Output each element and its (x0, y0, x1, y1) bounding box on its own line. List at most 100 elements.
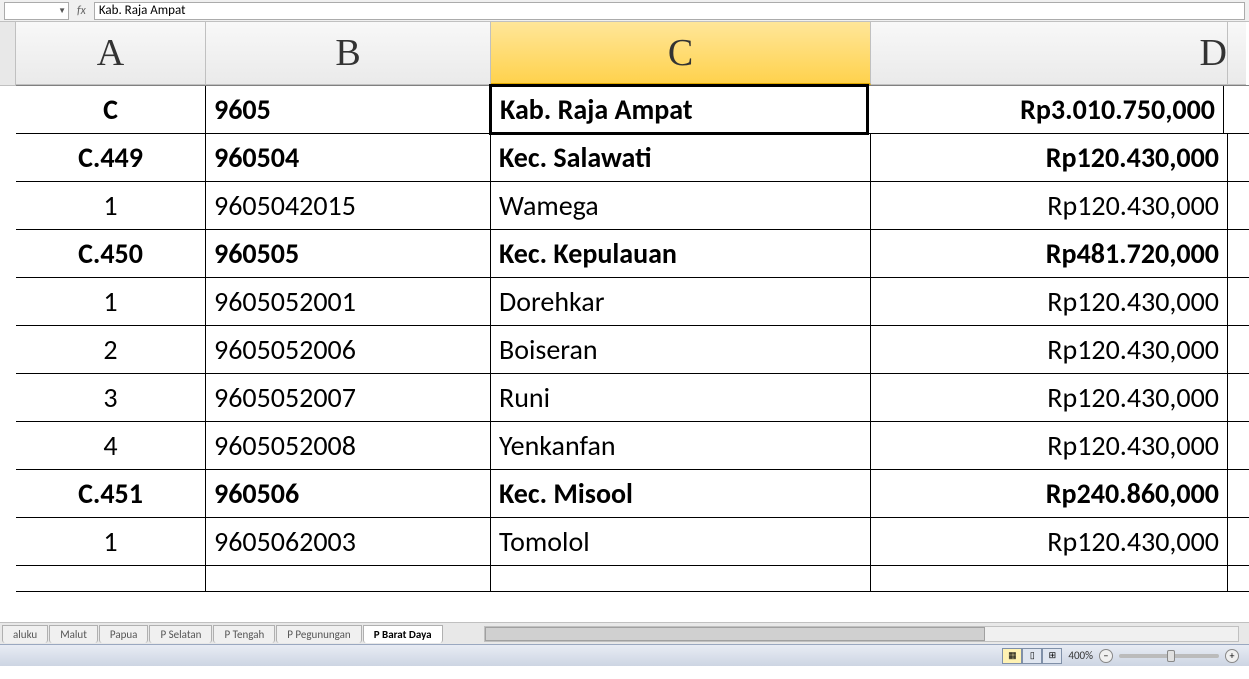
cell-b[interactable]: 9605 (206, 86, 491, 133)
column-header-c[interactable]: C (491, 22, 871, 85)
cell-a[interactable]: 2 (16, 326, 206, 373)
cell-a[interactable]: C.451 (16, 470, 206, 517)
table-row: C.449960504Kec. SalawatiRp120.430,000 (16, 134, 1249, 182)
cell-e[interactable] (1228, 374, 1246, 421)
normal-view-button[interactable]: ▦ (1002, 648, 1022, 664)
cell-e[interactable] (1228, 422, 1246, 469)
cell-e[interactable] (1228, 326, 1246, 373)
name-box-dropdown-icon[interactable]: ▼ (58, 6, 66, 16)
cell-d[interactable]: Rp240.860,000 (871, 470, 1228, 517)
cell-e[interactable] (1228, 518, 1246, 565)
cell-e[interactable] (1228, 566, 1246, 591)
cell-d[interactable]: Rp120.430,000 (871, 134, 1228, 181)
table-row: 19605062003TomololRp120.430,000 (16, 518, 1249, 566)
cell-e[interactable] (1228, 278, 1246, 325)
cell-a[interactable]: 1 (16, 182, 206, 229)
formula-bar: ▼ fx Kab. Raja Ampat (0, 0, 1249, 22)
cell-c[interactable]: Wamega (491, 182, 871, 229)
cell-b[interactable]: 960504 (206, 134, 491, 181)
formula-value: Kab. Raja Ampat (99, 3, 186, 18)
fx-label[interactable]: fx (77, 4, 86, 18)
cell-c[interactable]: Dorehkar (491, 278, 871, 325)
zoom-out-button[interactable]: − (1099, 649, 1113, 663)
table-row: C9605Kab. Raja AmpatRp3.010.750,000 (16, 86, 1249, 134)
page-break-view-button[interactable]: ⊞ (1042, 648, 1062, 664)
column-headers: A B C D (16, 22, 1249, 86)
zoom-slider-thumb[interactable] (1167, 650, 1175, 662)
formula-input[interactable]: Kab. Raja Ampat (94, 2, 1245, 20)
cell-b[interactable]: 9605042015 (206, 182, 491, 229)
cell-d[interactable]: Rp120.430,000 (871, 326, 1228, 373)
column-header-e[interactable] (1228, 22, 1246, 85)
cell-e[interactable] (1228, 470, 1246, 517)
cell-a[interactable]: C.449 (16, 134, 206, 181)
cell-a[interactable]: 3 (16, 374, 206, 421)
cell-e[interactable] (1228, 134, 1246, 181)
cell-b[interactable]: 960505 (206, 230, 491, 277)
cell-c[interactable]: Yenkanfan (491, 422, 871, 469)
spreadsheet-grid[interactable]: A B C D C9605Kab. Raja AmpatRp3.010.750,… (0, 22, 1249, 622)
cell-c[interactable]: Kec. Misool (491, 470, 871, 517)
cell-d[interactable]: Rp120.430,000 (871, 278, 1228, 325)
cell-c[interactable]: Kab. Raja Ampat (489, 84, 869, 135)
cell-b[interactable]: 9605052001 (206, 278, 491, 325)
sheet-tab[interactable]: P Selatan (149, 625, 212, 643)
column-header-a[interactable]: A (16, 22, 206, 85)
sheet-tabs-bar: alukuMalutPapuaP SelatanP TengahP Pegunu… (0, 622, 1249, 644)
table-row: 19605052001DorehkarRp120.430,000 (16, 278, 1249, 326)
table-row: 39605052007RuniRp120.430,000 (16, 374, 1249, 422)
name-box[interactable]: ▼ (4, 2, 69, 20)
cell-c[interactable]: Boiseran (491, 326, 871, 373)
cell-a[interactable]: 1 (16, 278, 206, 325)
cell-c[interactable]: Tomolol (491, 518, 871, 565)
horizontal-scrollbar[interactable] (484, 626, 1239, 642)
page-layout-view-button[interactable]: ▯ (1022, 648, 1042, 664)
cell-b[interactable] (206, 566, 491, 591)
cell-e[interactable] (1228, 182, 1246, 229)
table-row: C.450960505Kec. KepulauanRp481.720,000 (16, 230, 1249, 278)
sheet-tabs-container: alukuMalutPapuaP SelatanP TengahP Pegunu… (2, 625, 444, 643)
zoom-in-button[interactable]: + (1225, 649, 1239, 663)
cell-d[interactable] (871, 566, 1228, 591)
cell-e[interactable] (1224, 86, 1242, 133)
cell-d[interactable]: Rp120.430,000 (871, 182, 1228, 229)
cell-b[interactable]: 960506 (206, 470, 491, 517)
select-all-corner[interactable] (0, 22, 16, 86)
cell-a[interactable]: 4 (16, 422, 206, 469)
zoom-slider[interactable] (1119, 654, 1219, 658)
cell-c[interactable]: Kec. Kepulauan (491, 230, 871, 277)
zoom-level-label[interactable]: 400% (1068, 649, 1093, 662)
view-mode-buttons: ▦ ▯ ⊞ (1002, 648, 1062, 664)
sheet-tab[interactable]: P Pegunungan (276, 625, 361, 643)
cell-d[interactable]: Rp120.430,000 (871, 422, 1228, 469)
column-header-d[interactable]: D (871, 22, 1228, 85)
cell-c[interactable] (491, 566, 871, 591)
table-row: 49605052008YenkanfanRp120.430,000 (16, 422, 1249, 470)
cell-a[interactable]: 1 (16, 518, 206, 565)
horizontal-scroll-thumb[interactable] (485, 627, 985, 641)
cell-b[interactable]: 9605052006 (206, 326, 491, 373)
cell-d[interactable]: Rp120.430,000 (871, 518, 1228, 565)
cell-d[interactable]: Rp3.010.750,000 (867, 86, 1224, 133)
cell-b[interactable]: 9605062003 (206, 518, 491, 565)
data-rows: C9605Kab. Raja AmpatRp3.010.750,000C.449… (16, 86, 1249, 592)
table-row: 19605042015WamegaRp120.430,000 (16, 182, 1249, 230)
sheet-tab[interactable]: P Tengah (213, 625, 275, 643)
cell-a[interactable]: C (16, 86, 206, 133)
cell-c[interactable]: Runi (491, 374, 871, 421)
table-row: C.451960506Kec. MisoolRp240.860,000 (16, 470, 1249, 518)
sheet-tab[interactable]: P Barat Daya (363, 625, 443, 643)
sheet-tab[interactable]: Malut (49, 625, 98, 643)
cell-b[interactable]: 9605052008 (206, 422, 491, 469)
cell-d[interactable]: Rp481.720,000 (871, 230, 1228, 277)
sheet-tab[interactable]: Papua (99, 625, 149, 643)
sheet-tab[interactable]: aluku (2, 625, 48, 643)
cell-e[interactable] (1228, 230, 1246, 277)
cell-b[interactable]: 9605052007 (206, 374, 491, 421)
cell-a[interactable] (16, 566, 206, 591)
column-header-b[interactable]: B (206, 22, 491, 85)
cell-c[interactable]: Kec. Salawati (491, 134, 871, 181)
cell-d[interactable]: Rp120.430,000 (871, 374, 1228, 421)
status-bar: ▦ ▯ ⊞ 400% − + (0, 644, 1249, 666)
cell-a[interactable]: C.450 (16, 230, 206, 277)
